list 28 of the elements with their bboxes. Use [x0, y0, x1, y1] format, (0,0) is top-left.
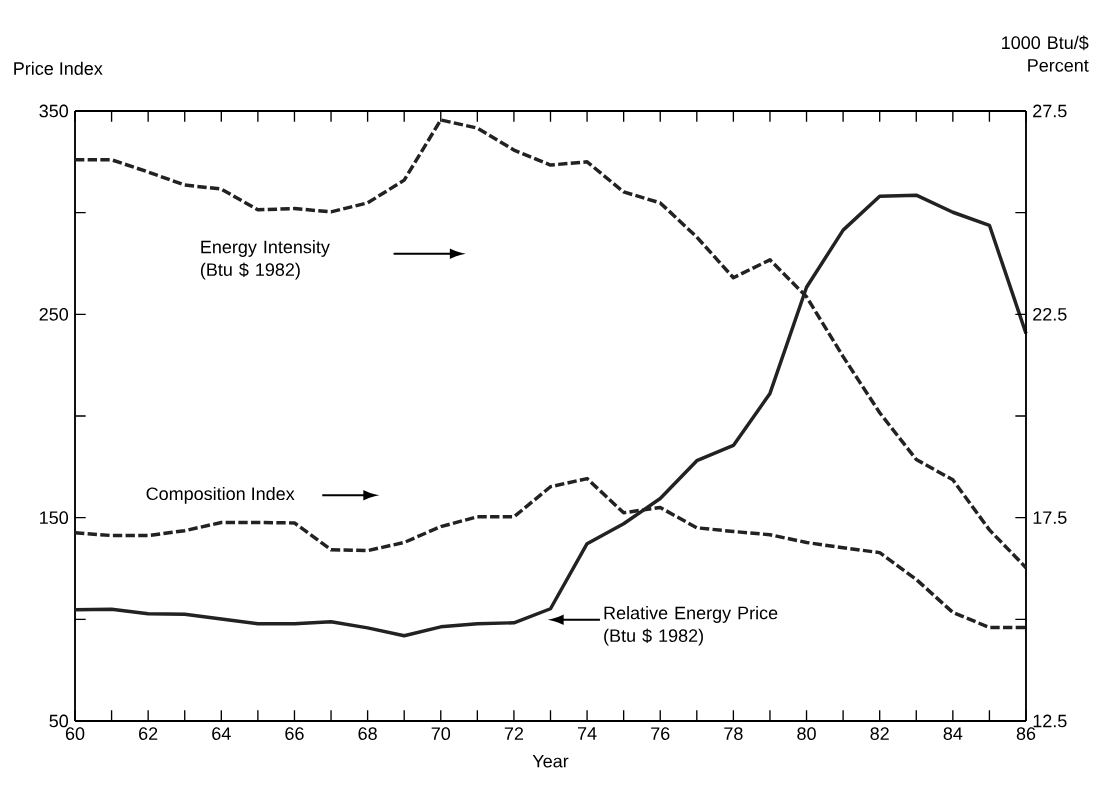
x-tick-label: 70: [431, 727, 451, 740]
x-tick-label: 68: [358, 727, 377, 740]
x-tick-label: 76: [651, 727, 670, 740]
x-tick-label: 66: [285, 727, 304, 740]
y2-axis-title: 1000 Btu/$ Percent: [1002, 35, 1089, 72]
series-label: Composition Index: [146, 486, 295, 504]
y2-tick-label: 12.5: [1033, 714, 1067, 728]
x-axis-title: Year: [532, 754, 569, 768]
x-tick-label: 74: [577, 727, 597, 740]
series-label: Energy Intensity (Btu $ 1982): [200, 240, 330, 280]
x-tick-label: 60: [65, 727, 85, 740]
y-tick-label: 150: [40, 511, 69, 525]
x-tick-label: 72: [504, 727, 524, 740]
y2-tick-label: 17.5: [1033, 511, 1067, 524]
y2-tick-label: 22.5: [1033, 307, 1067, 321]
x-tick-label: 82: [870, 727, 889, 740]
y-tick-label: 50: [49, 714, 69, 728]
text: Relative Energy Price (Btu $ 1982): [604, 606, 778, 646]
x-tick-label: 64: [212, 727, 231, 740]
x-tick-label: 78: [724, 727, 743, 740]
y-tick-label: 250: [39, 307, 69, 321]
x-tick-label: 62: [139, 727, 158, 740]
x-tick-label: 86: [1016, 727, 1036, 740]
x-tick-label: 84: [943, 727, 963, 740]
y-axis-title: Price Index: [14, 61, 103, 75]
y-tick-label: 350: [39, 104, 69, 118]
x-tick-label: 80: [797, 727, 816, 740]
y2-tick-label: 27.5: [1033, 104, 1067, 118]
